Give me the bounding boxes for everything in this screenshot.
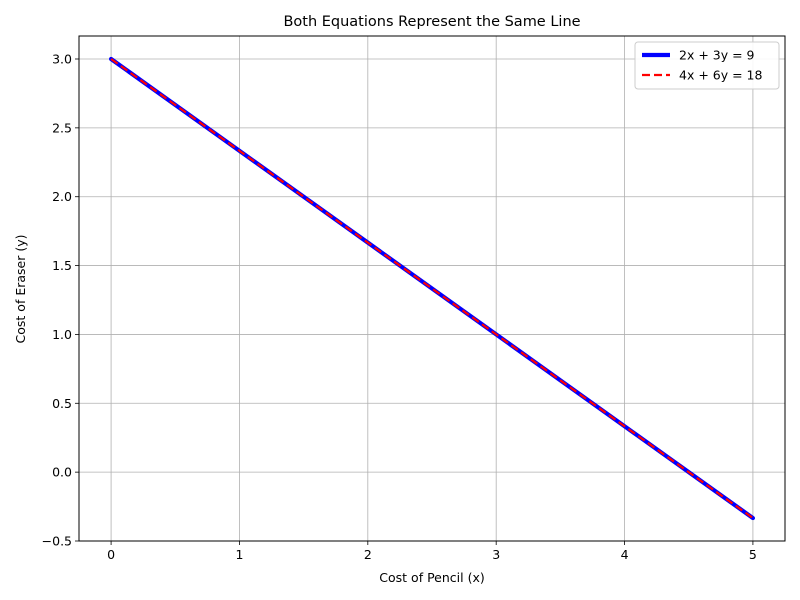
- x-tick-label: 4: [621, 547, 629, 562]
- x-tick-label: 2: [364, 547, 372, 562]
- y-tick-label: 2.0: [52, 189, 72, 204]
- legend-label-2: 4x + 6y = 18: [679, 68, 762, 83]
- y-tick-label: 1.0: [52, 327, 72, 342]
- y-tick-label: 0.0: [52, 465, 72, 480]
- y-tick-label: 2.5: [52, 120, 72, 135]
- y-tick-label: 1.5: [52, 258, 72, 273]
- legend-label-1: 2x + 3y = 9: [679, 48, 755, 63]
- y-axis-label: Cost of Eraser (y): [13, 235, 28, 344]
- y-axis-ticks: −0.5 0.0 0.5 1.0 1.5 2.0 2.5 3.0: [42, 51, 79, 549]
- legend-box: [634, 41, 780, 90]
- y-tick-label: −0.5: [42, 534, 72, 549]
- legend: 2x + 3y = 9 4x + 6y = 18: [634, 41, 780, 90]
- y-tick-label: 0.5: [52, 396, 72, 411]
- plot-frame: [78, 35, 786, 542]
- y-tick-label: 3.0: [52, 51, 72, 66]
- x-tick-label: 0: [107, 547, 115, 562]
- series-layer: [108, 56, 756, 521]
- chart-title: Both Equations Represent the Same Line: [283, 14, 580, 30]
- x-tick-label: 1: [235, 547, 243, 562]
- series-line-1: [108, 56, 756, 521]
- x-axis-label: Cost of Pencil (x): [379, 570, 484, 585]
- x-axis-ticks: 0 1 2 3 4 5: [107, 541, 757, 562]
- x-tick-label: 5: [749, 547, 757, 562]
- x-tick-label: 3: [492, 547, 500, 562]
